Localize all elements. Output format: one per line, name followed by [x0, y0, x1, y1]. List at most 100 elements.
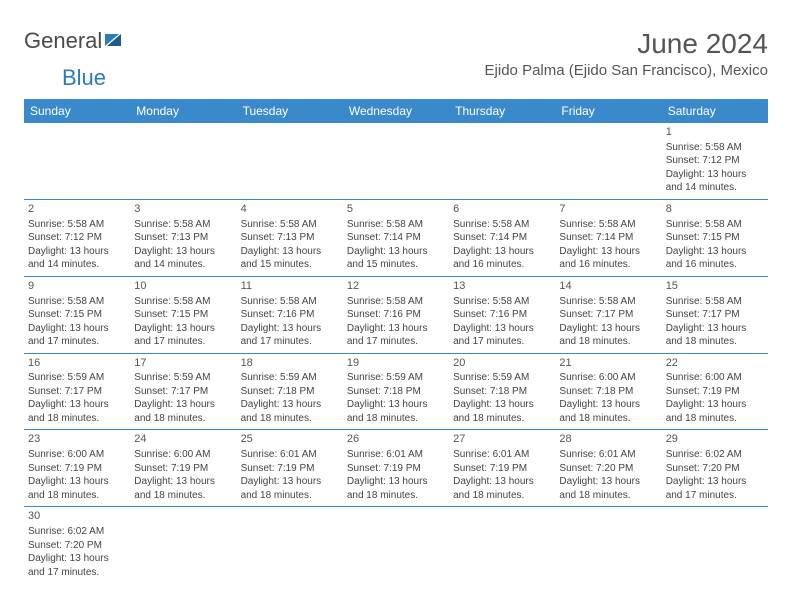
sunrise-text: Sunrise: 6:00 AM — [134, 448, 232, 462]
daylight-text: Daylight: 13 hours and 18 minutes. — [453, 475, 551, 502]
day-header: Sunday — [24, 99, 130, 123]
sunrise-text: Sunrise: 5:59 AM — [347, 371, 445, 385]
sunset-text: Sunset: 7:17 PM — [559, 308, 657, 322]
calendar-cell: 23Sunrise: 6:00 AMSunset: 7:19 PMDayligh… — [24, 430, 130, 507]
sunrise-text: Sunrise: 6:01 AM — [559, 448, 657, 462]
calendar-table: SundayMondayTuesdayWednesdayThursdayFrid… — [24, 99, 768, 583]
daylight-text: Daylight: 13 hours and 18 minutes. — [28, 398, 126, 425]
day-number: 19 — [347, 356, 445, 371]
day-header: Wednesday — [343, 99, 449, 123]
daylight-text: Daylight: 13 hours and 17 minutes. — [28, 552, 126, 579]
daylight-text: Daylight: 13 hours and 17 minutes. — [666, 475, 764, 502]
calendar-cell: 10Sunrise: 5:58 AMSunset: 7:15 PMDayligh… — [130, 276, 236, 353]
calendar-cell: 5Sunrise: 5:58 AMSunset: 7:14 PMDaylight… — [343, 199, 449, 276]
sunrise-text: Sunrise: 6:02 AM — [28, 525, 126, 539]
day-number: 18 — [241, 356, 339, 371]
calendar-row: 30Sunrise: 6:02 AMSunset: 7:20 PMDayligh… — [24, 507, 768, 583]
day-number: 8 — [666, 202, 764, 217]
calendar-cell: 12Sunrise: 5:58 AMSunset: 7:16 PMDayligh… — [343, 276, 449, 353]
day-number: 14 — [559, 279, 657, 294]
sunrise-text: Sunrise: 5:58 AM — [241, 295, 339, 309]
day-number: 6 — [453, 202, 551, 217]
sunrise-text: Sunrise: 5:58 AM — [134, 218, 232, 232]
calendar-cell-empty — [555, 123, 661, 199]
day-number: 11 — [241, 279, 339, 294]
sunrise-text: Sunrise: 6:00 AM — [559, 371, 657, 385]
calendar-cell-empty — [343, 123, 449, 199]
logo-text-1: General — [24, 28, 102, 54]
sunrise-text: Sunrise: 5:58 AM — [241, 218, 339, 232]
day-number: 26 — [347, 432, 445, 447]
sunrise-text: Sunrise: 5:58 AM — [666, 295, 764, 309]
daylight-text: Daylight: 13 hours and 16 minutes. — [666, 245, 764, 272]
sunset-text: Sunset: 7:14 PM — [453, 231, 551, 245]
day-number: 5 — [347, 202, 445, 217]
calendar-cell: 8Sunrise: 5:58 AMSunset: 7:15 PMDaylight… — [662, 199, 768, 276]
calendar-cell-empty — [449, 507, 555, 583]
daylight-text: Daylight: 13 hours and 18 minutes. — [28, 475, 126, 502]
flag-icon — [105, 28, 125, 54]
daylight-text: Daylight: 13 hours and 18 minutes. — [559, 322, 657, 349]
sunrise-text: Sunrise: 6:01 AM — [241, 448, 339, 462]
day-number: 9 — [28, 279, 126, 294]
day-header: Thursday — [449, 99, 555, 123]
day-number: 17 — [134, 356, 232, 371]
daylight-text: Daylight: 13 hours and 18 minutes. — [666, 322, 764, 349]
calendar-cell-empty — [130, 123, 236, 199]
sunset-text: Sunset: 7:15 PM — [666, 231, 764, 245]
calendar-cell: 16Sunrise: 5:59 AMSunset: 7:17 PMDayligh… — [24, 353, 130, 430]
logo-text-2: Blue — [62, 65, 106, 90]
calendar-row: 16Sunrise: 5:59 AMSunset: 7:17 PMDayligh… — [24, 353, 768, 430]
daylight-text: Daylight: 13 hours and 14 minutes. — [134, 245, 232, 272]
daylight-text: Daylight: 13 hours and 18 minutes. — [559, 475, 657, 502]
sunrise-text: Sunrise: 5:58 AM — [347, 295, 445, 309]
daylight-text: Daylight: 13 hours and 18 minutes. — [241, 398, 339, 425]
sunrise-text: Sunrise: 5:58 AM — [28, 295, 126, 309]
sunrise-text: Sunrise: 6:00 AM — [666, 371, 764, 385]
calendar-cell-empty — [449, 123, 555, 199]
day-number: 28 — [559, 432, 657, 447]
sunset-text: Sunset: 7:19 PM — [241, 462, 339, 476]
day-number: 27 — [453, 432, 551, 447]
sunset-text: Sunset: 7:14 PM — [347, 231, 445, 245]
sunset-text: Sunset: 7:16 PM — [241, 308, 339, 322]
sunset-text: Sunset: 7:14 PM — [559, 231, 657, 245]
calendar-row: 23Sunrise: 6:00 AMSunset: 7:19 PMDayligh… — [24, 430, 768, 507]
month-title: June 2024 — [485, 28, 768, 60]
daylight-text: Daylight: 13 hours and 15 minutes. — [241, 245, 339, 272]
sunset-text: Sunset: 7:12 PM — [28, 231, 126, 245]
calendar-cell: 11Sunrise: 5:58 AMSunset: 7:16 PMDayligh… — [237, 276, 343, 353]
daylight-text: Daylight: 13 hours and 14 minutes. — [666, 168, 764, 195]
sunrise-text: Sunrise: 5:59 AM — [241, 371, 339, 385]
sunrise-text: Sunrise: 5:58 AM — [134, 295, 232, 309]
sunrise-text: Sunrise: 5:59 AM — [134, 371, 232, 385]
sunrise-text: Sunrise: 5:58 AM — [666, 218, 764, 232]
sunset-text: Sunset: 7:19 PM — [28, 462, 126, 476]
day-header: Monday — [130, 99, 236, 123]
day-number: 25 — [241, 432, 339, 447]
calendar-cell: 4Sunrise: 5:58 AMSunset: 7:13 PMDaylight… — [237, 199, 343, 276]
location: Ejido Palma (Ejido San Francisco), Mexic… — [485, 62, 768, 79]
day-number: 7 — [559, 202, 657, 217]
calendar-cell: 28Sunrise: 6:01 AMSunset: 7:20 PMDayligh… — [555, 430, 661, 507]
daylight-text: Daylight: 13 hours and 17 minutes. — [241, 322, 339, 349]
sunset-text: Sunset: 7:20 PM — [28, 539, 126, 553]
day-header: Saturday — [662, 99, 768, 123]
day-number: 15 — [666, 279, 764, 294]
day-number: 23 — [28, 432, 126, 447]
sunrise-text: Sunrise: 5:59 AM — [453, 371, 551, 385]
day-number: 21 — [559, 356, 657, 371]
daylight-text: Daylight: 13 hours and 17 minutes. — [347, 322, 445, 349]
calendar-cell-empty — [24, 123, 130, 199]
calendar-cell: 15Sunrise: 5:58 AMSunset: 7:17 PMDayligh… — [662, 276, 768, 353]
day-number: 13 — [453, 279, 551, 294]
sunrise-text: Sunrise: 6:01 AM — [347, 448, 445, 462]
calendar-cell: 30Sunrise: 6:02 AMSunset: 7:20 PMDayligh… — [24, 507, 130, 583]
daylight-text: Daylight: 13 hours and 16 minutes. — [559, 245, 657, 272]
daylight-text: Daylight: 13 hours and 18 minutes. — [559, 398, 657, 425]
calendar-cell-empty — [555, 507, 661, 583]
sunset-text: Sunset: 7:20 PM — [666, 462, 764, 476]
sunrise-text: Sunrise: 5:58 AM — [559, 218, 657, 232]
sunset-text: Sunset: 7:15 PM — [134, 308, 232, 322]
day-number: 1 — [666, 125, 764, 140]
